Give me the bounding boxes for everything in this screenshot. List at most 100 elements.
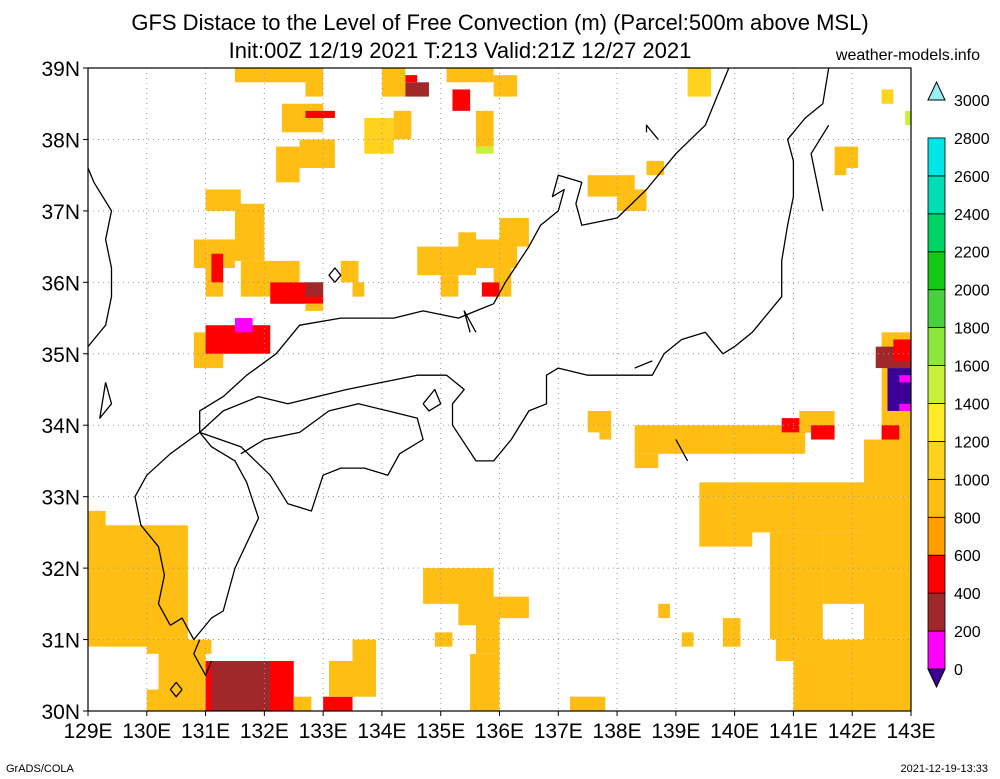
field-cell: [234, 203, 265, 261]
field-cell: [470, 653, 500, 711]
colorbar-label: 2200: [954, 245, 990, 262]
lon-tick-label: 138E: [593, 720, 642, 743]
colorbar: 0 200 400 600 800 1000 1200 1400 1600 1800 2000 220…: [927, 80, 990, 689]
field-cell: [475, 618, 500, 654]
colorbar-label: 1600: [954, 359, 990, 376]
coastline: [493, 68, 730, 305]
field-cell: [146, 689, 206, 711]
field-cell: [499, 596, 529, 619]
lat-tick-label: 32N: [41, 558, 80, 581]
field-cell: [681, 632, 694, 647]
colorbar-label: 3000: [954, 93, 990, 110]
coastline: [88, 167, 113, 348]
lon-tick-label: 131E: [181, 720, 230, 743]
field-cell: [905, 110, 911, 126]
coastline: [199, 68, 830, 462]
field-cell: [899, 375, 911, 383]
field-cell: [634, 425, 806, 454]
field-cell: [381, 68, 406, 97]
lat-tick-label: 39N: [41, 58, 80, 81]
field-cell: [234, 318, 253, 333]
colorbar-segment: [927, 516, 946, 556]
field-cell: [393, 110, 412, 140]
field-cell: [493, 75, 518, 97]
field-cell: [305, 303, 324, 311]
field-cell: [634, 453, 659, 469]
field-cell: [863, 496, 911, 711]
field-cell: [775, 625, 800, 661]
colorbar-label: 0: [954, 662, 963, 679]
field-cell: [352, 639, 377, 661]
field-cell: [811, 425, 835, 440]
field-cell: [211, 253, 224, 283]
coastline: [193, 639, 213, 676]
field-cell: [440, 275, 459, 297]
lon-tick-label: 141E: [769, 720, 818, 743]
lat-tick-label: 36N: [41, 272, 80, 295]
colorbar-min-arrow: [927, 668, 946, 689]
field-cell: [481, 282, 500, 297]
lon-tick-label: 132E: [240, 720, 289, 743]
field-cell: [475, 146, 494, 154]
field-cell: [599, 432, 612, 440]
footer-timestamp: 2021-12-19-13:33: [900, 763, 988, 775]
field-cell: [305, 110, 335, 119]
coastline: [199, 403, 424, 512]
footer-credit: GrADS/COLA: [6, 763, 74, 775]
colorbar-segment: [927, 175, 946, 215]
field-cell: [276, 146, 300, 183]
lon-tick-label: 136E: [475, 720, 524, 743]
field-cell: [499, 218, 529, 247]
field-cell: [893, 339, 911, 361]
field-cell: [769, 532, 823, 640]
lat-tick-label: 38N: [41, 129, 80, 152]
lat-tick-label: 35N: [41, 344, 80, 367]
lat-tick-label: 33N: [41, 487, 80, 510]
field-cell: [329, 660, 377, 697]
field-cell: [88, 646, 106, 690]
colorbar-label: 2400: [954, 207, 990, 224]
coastline: [199, 303, 494, 433]
lon-tick-label: 134E: [357, 720, 406, 743]
latitude-labels: 30N 31N 32N 33N 34N 35N 36N 37N 38N 39N: [41, 58, 88, 724]
field-cell: [881, 425, 900, 440]
field-cell: [158, 646, 206, 690]
lon-tick-label: 133E: [299, 720, 348, 743]
field-cell: [305, 68, 324, 97]
lat-tick-label: 31N: [41, 630, 80, 653]
field-cell: [88, 510, 106, 533]
lfc-field: [88, 68, 911, 711]
colorbar-label: 400: [954, 586, 981, 603]
colorbar-label: 1200: [954, 434, 990, 451]
lat-tick-label: 34N: [41, 415, 80, 438]
colorbar-max-arrow: [927, 80, 946, 101]
lon-tick-label: 129E: [63, 720, 112, 743]
field-cell: [834, 168, 847, 176]
colorbar-label: 2800: [954, 131, 990, 148]
field-cell: [405, 82, 429, 97]
lon-tick-label: 139E: [651, 720, 700, 743]
colorbar-label: 800: [954, 510, 981, 527]
colorbar-segment: [927, 630, 946, 670]
colorbar-label: 600: [954, 548, 981, 565]
field-cell: [475, 110, 494, 147]
lon-tick-label: 143E: [886, 720, 935, 743]
field-cell: [863, 439, 911, 497]
colorbar-label: 1800: [954, 321, 990, 338]
colorbar-segment: [927, 327, 946, 366]
field-cell: [305, 282, 324, 297]
coastline: [422, 388, 442, 412]
coastline: [810, 124, 830, 212]
field-cell: [658, 603, 670, 619]
field-cell: [452, 89, 471, 111]
coastline: [675, 439, 689, 462]
field-cell: [587, 410, 612, 433]
lon-tick-label: 140E: [710, 720, 759, 743]
lat-tick-label: 37N: [41, 201, 80, 224]
colorbar-segment: [927, 213, 946, 253]
lat-lon-grid: [88, 68, 911, 711]
colorbar-label: 2000: [954, 283, 990, 300]
colorbar-label: 2600: [954, 169, 990, 186]
coastline: [169, 681, 183, 698]
